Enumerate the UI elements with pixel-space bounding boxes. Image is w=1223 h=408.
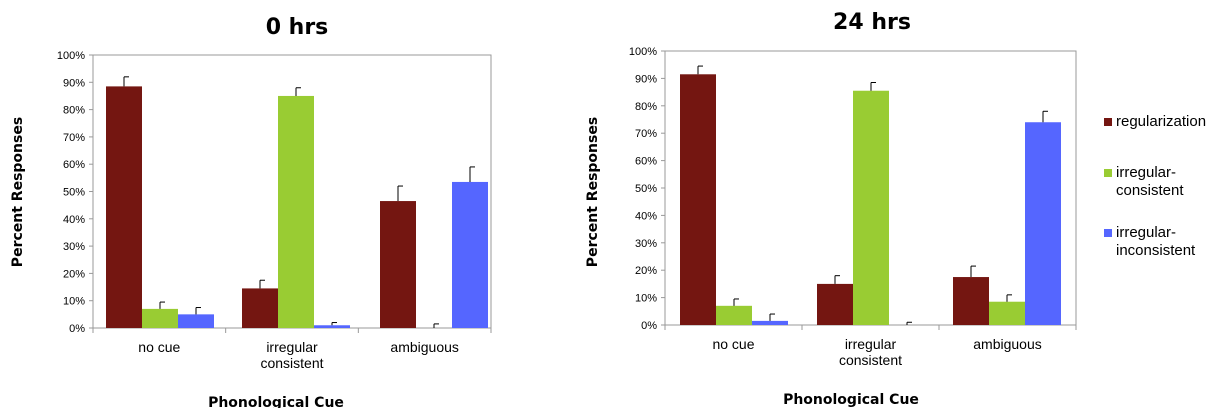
x-axis-title: Phonological Cue [783, 392, 919, 408]
bar-irregular-inconsistent-2 [1025, 122, 1061, 326]
y-tick-label: 30% [635, 238, 657, 250]
bar-regularization-1 [242, 288, 278, 328]
bar-irregular-consistent-1 [853, 90, 889, 325]
category-label: ambiguous [973, 336, 1042, 352]
category-label: no cue [712, 336, 754, 352]
y-tick-label: 50% [635, 183, 657, 195]
y-tick-label: 100% [629, 46, 657, 58]
category-label: irregular [845, 336, 897, 352]
y-axis-title: Percent Responses [10, 117, 26, 267]
y-tick-label: 100% [57, 50, 85, 62]
y-tick-label: 90% [63, 77, 85, 89]
bar-irregular-inconsistent-0 [178, 314, 214, 328]
legend-entry-label: irregular- [1116, 224, 1176, 241]
x-axis-title: Phonological Cue [208, 395, 344, 408]
y-tick-label: 90% [635, 73, 657, 85]
legend-swatch [1104, 169, 1112, 177]
y-tick-label: 80% [635, 101, 657, 113]
y-tick-label: 20% [63, 268, 85, 280]
y-tick-label: 0% [69, 323, 85, 335]
y-ticks: 0% 10% 20% 30% 40% 50% 60% 70% 80% 90% 100% [629, 46, 1077, 332]
y-tick-label: 0% [641, 320, 657, 332]
bar-irregular-consistent-1 [278, 95, 314, 328]
y-axis-title: Percent Responses [585, 117, 601, 267]
y-ticks: 0% 10% 20% 30% 40% 50% 60% 70% 80% 90% 100% [57, 50, 492, 335]
y-tick-label: 40% [635, 210, 657, 222]
legend-entry-label: consistent [1116, 182, 1184, 199]
y-tick-label: 60% [635, 156, 657, 168]
bar-regularization-2 [380, 201, 416, 328]
category-label: irregular [266, 339, 318, 355]
bar-irregular-inconsistent-1 [314, 325, 350, 328]
y-tick-label: 40% [63, 214, 85, 226]
y-tick-label: 10% [63, 296, 85, 308]
category-label: ambiguous [390, 339, 459, 355]
legend-swatch [1104, 118, 1112, 126]
bar-irregular-inconsistent-2 [452, 181, 488, 328]
chart-title: 24 hrs [833, 10, 911, 35]
legend-entry-label: irregular- [1116, 164, 1176, 181]
y-tick-label: 20% [635, 265, 657, 277]
bar-regularization-0 [680, 74, 716, 325]
bar-regularization-0 [106, 86, 142, 329]
bar-irregular-inconsistent-0 [752, 320, 788, 325]
y-tick-label: 30% [63, 241, 85, 253]
legend: regularizationirregular-consistentirregu… [1104, 113, 1206, 259]
chart-0hrs: 0 hrs Percent Responses Phonological Cue… [10, 15, 492, 408]
y-tick-label: 80% [63, 105, 85, 117]
chart-24hrs: 24 hrs Percent Responses Phonological Cu… [585, 10, 1077, 408]
bar-regularization-1 [817, 283, 853, 325]
y-tick-label: 10% [635, 293, 657, 305]
y-tick-label: 70% [63, 132, 85, 144]
bars [106, 76, 488, 329]
category-label: consistent [260, 355, 323, 371]
bar-irregular-consistent-0 [142, 308, 178, 328]
category-label: no cue [138, 339, 180, 355]
y-tick-label: 60% [63, 159, 85, 171]
bar-regularization-2 [953, 277, 989, 325]
legend-entry-label: inconsistent [1116, 242, 1196, 259]
y-tick-label: 70% [635, 128, 657, 140]
legend-swatch [1104, 229, 1112, 237]
bar-irregular-consistent-2 [989, 301, 1025, 325]
bar-irregular-consistent-0 [716, 305, 752, 325]
category-label: consistent [839, 352, 902, 368]
chart-title: 0 hrs [266, 15, 329, 40]
bars [680, 65, 1061, 326]
y-tick-label: 50% [63, 187, 85, 199]
legend-entry-label: regularization [1116, 113, 1206, 130]
